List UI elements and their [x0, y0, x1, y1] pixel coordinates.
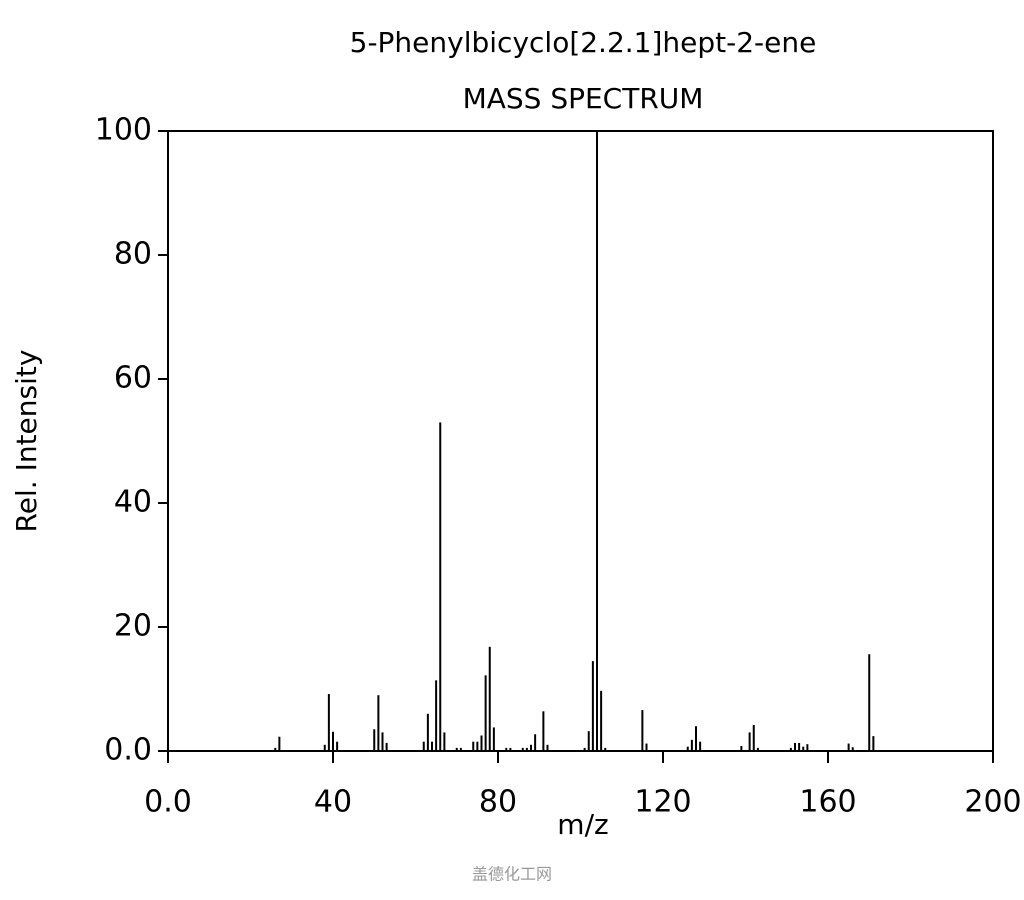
peak [542, 711, 545, 751]
peak [756, 747, 759, 751]
peak [600, 690, 603, 751]
peak [435, 680, 438, 751]
x-tick-label: 120 [634, 785, 691, 820]
plot-frame [167, 130, 994, 752]
x-tick-label: 80 [479, 785, 517, 820]
peak [525, 747, 528, 751]
peak [530, 744, 532, 751]
chart-subtitle: MASS SPECTRUM [463, 82, 704, 115]
peak [426, 713, 429, 751]
peak [789, 747, 792, 751]
peak [336, 741, 339, 751]
peak [690, 739, 693, 751]
peak [645, 743, 648, 751]
peak [872, 736, 875, 751]
peak [327, 693, 330, 751]
peak [847, 743, 850, 751]
peak [740, 746, 743, 751]
peak [521, 747, 524, 751]
y-tick-label: 0.0 [104, 733, 152, 768]
peak [431, 741, 433, 751]
x-tick-label: 200 [964, 785, 1021, 820]
peak [641, 710, 644, 751]
peak [476, 741, 479, 751]
peak [377, 695, 380, 751]
peak [587, 731, 590, 751]
peak [505, 747, 508, 751]
peak [472, 741, 475, 751]
peak [439, 422, 442, 751]
peak [488, 646, 491, 751]
peak [332, 731, 334, 751]
peak [373, 729, 376, 751]
peak [455, 747, 458, 751]
peak [699, 741, 702, 751]
peak [806, 744, 809, 751]
peak [546, 744, 549, 751]
peak [596, 131, 598, 751]
x-tick-label: 40 [314, 785, 352, 820]
y-tick-label: 80 [114, 237, 152, 272]
y-tick-label: 100 [95, 113, 152, 148]
peak [868, 654, 871, 751]
peak [851, 747, 854, 751]
y-tick-label: 20 [114, 609, 152, 644]
peak [695, 726, 697, 751]
peak [422, 741, 425, 751]
peak [534, 734, 537, 751]
peak [686, 746, 689, 751]
peak [591, 661, 594, 751]
peak [278, 736, 281, 751]
peak [385, 742, 388, 751]
peak [381, 732, 384, 751]
peak [604, 747, 607, 751]
x-tick-label: 0.0 [144, 785, 192, 820]
watermark: 盖德化工网 [472, 865, 552, 884]
peak [484, 675, 487, 751]
x-axis-label: m/z [557, 808, 608, 841]
peak [752, 724, 755, 751]
chart-title: 5-Phenylbicyclo[2.2.1]hept-2-ene [350, 26, 817, 59]
peak [323, 744, 326, 751]
y-tick-label: 40 [114, 485, 152, 520]
peak [492, 727, 495, 751]
peak [480, 735, 483, 751]
peak [802, 746, 805, 751]
peak [443, 732, 446, 751]
peak [748, 732, 751, 751]
peak [459, 747, 462, 751]
peak [509, 747, 512, 751]
peak [798, 742, 801, 751]
peak [583, 747, 586, 751]
y-axis-label: Rel. Intensity [10, 350, 43, 533]
y-tick-label: 60 [114, 361, 152, 396]
x-tick-label: 160 [799, 785, 856, 820]
peak [274, 747, 277, 751]
peak [794, 742, 796, 751]
